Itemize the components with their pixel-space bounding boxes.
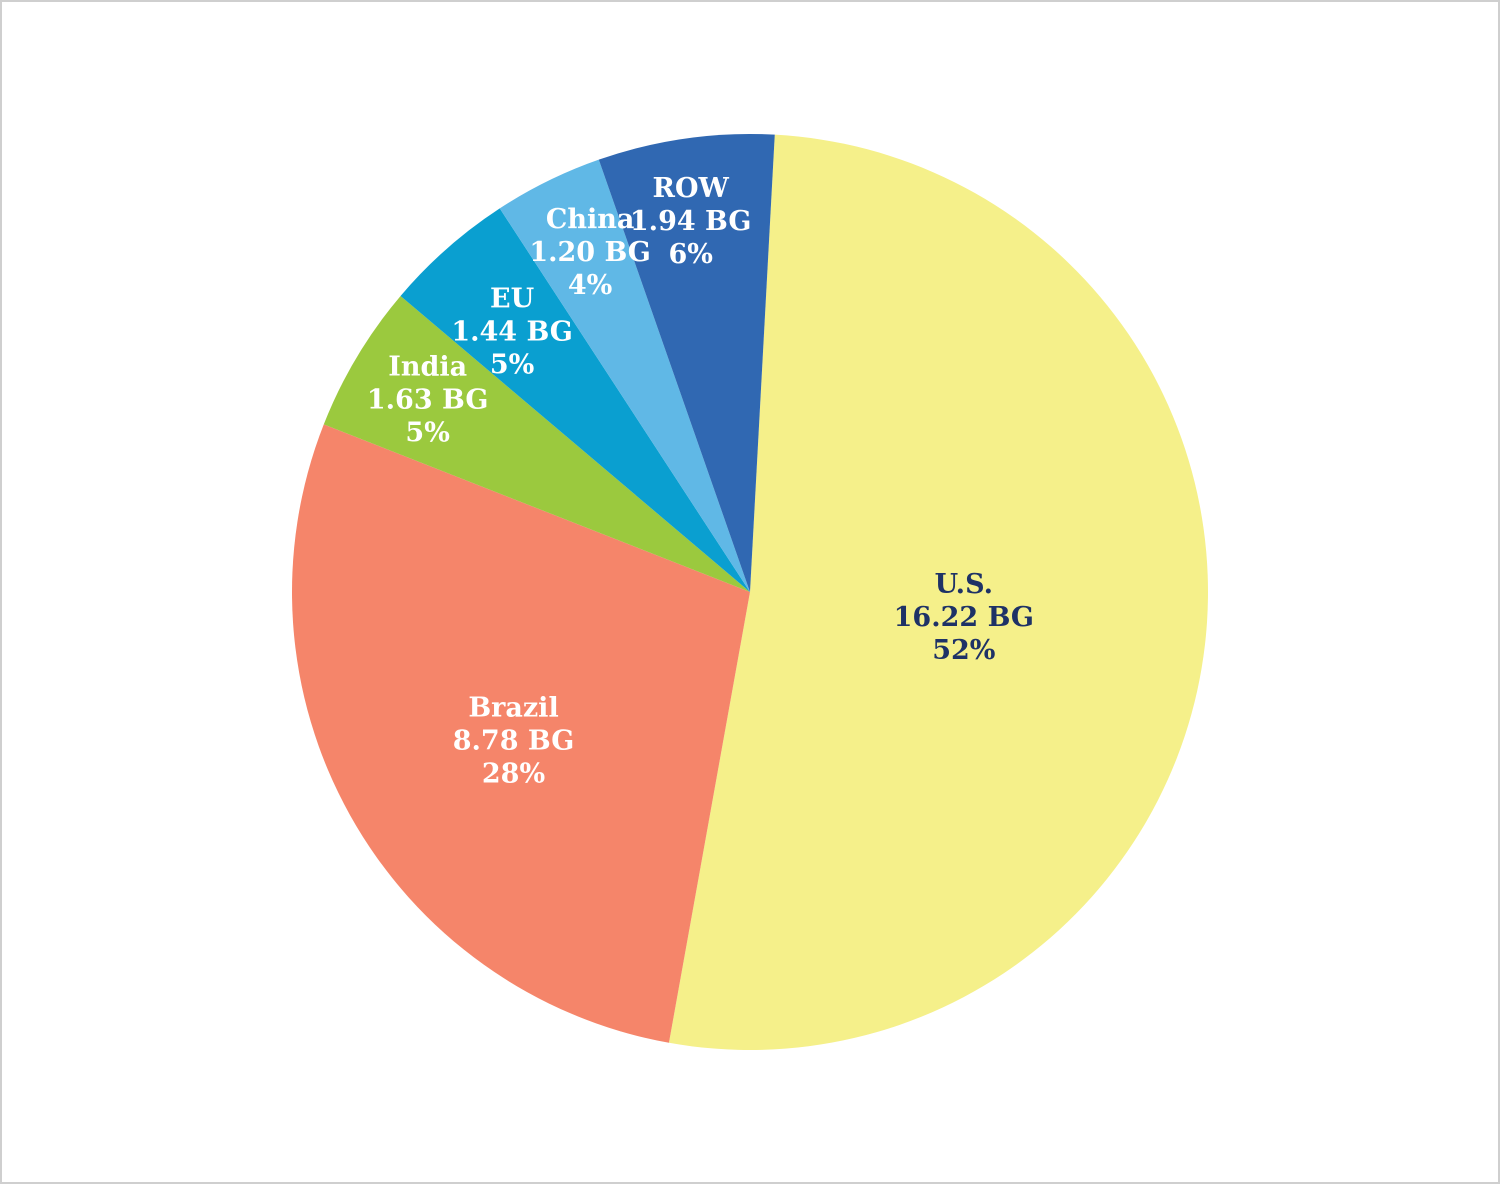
slice-us xyxy=(668,134,1208,1050)
slice-label-brazil: Brazil 8.78 BG 28% xyxy=(453,693,575,790)
slice-brazil xyxy=(291,424,750,1043)
slice-label-row: ROW 1.94 BG 6% xyxy=(630,173,752,270)
slice-label-us: U.S. 16.22 BG 52% xyxy=(894,569,1034,666)
slice-china-value-label: 1.20 BG xyxy=(529,237,651,268)
pie-slices xyxy=(291,134,1208,1050)
slice-china-category: China xyxy=(546,204,635,235)
slice-india-value-label: 1.63 BG xyxy=(367,384,489,415)
slice-brazil-percent-label: 28% xyxy=(482,759,545,790)
slice-row-value-label: 1.94 BG xyxy=(630,206,752,237)
slice-us-category: U.S. xyxy=(935,569,993,600)
slice-label-china: China 1.20 BG 4% xyxy=(529,204,651,301)
slice-brazil-category: Brazil xyxy=(468,693,558,724)
slice-eu-category: EU xyxy=(490,284,534,315)
slice-us-percent-label: 52% xyxy=(932,635,995,666)
slice-eu-value-label: 1.44 BG xyxy=(451,317,573,348)
slice-india-percent-label: 5% xyxy=(405,417,449,448)
slice-row-percent-label: 6% xyxy=(668,239,712,270)
slice-us-value-label: 16.22 BG xyxy=(894,602,1034,633)
slice-eu-percent-label: 5% xyxy=(490,350,534,381)
slice-eu xyxy=(400,208,750,592)
slice-china xyxy=(499,159,750,592)
slice-india-category: India xyxy=(388,351,467,382)
pie-labels: U.S. 16.22 BG 52% Brazil 8.78 BG 28% India 1.63… xyxy=(367,173,1034,790)
slice-row xyxy=(598,134,775,592)
slice-label-india: India 1.63 BG 5% xyxy=(367,351,489,448)
slice-india xyxy=(323,295,750,592)
slice-row-category: ROW xyxy=(653,173,730,204)
slice-brazil-value-label: 8.78 BG xyxy=(453,726,575,757)
slice-label-eu: EU 1.44 BG 5% xyxy=(451,284,573,381)
slice-china-percent-label: 4% xyxy=(568,270,612,301)
